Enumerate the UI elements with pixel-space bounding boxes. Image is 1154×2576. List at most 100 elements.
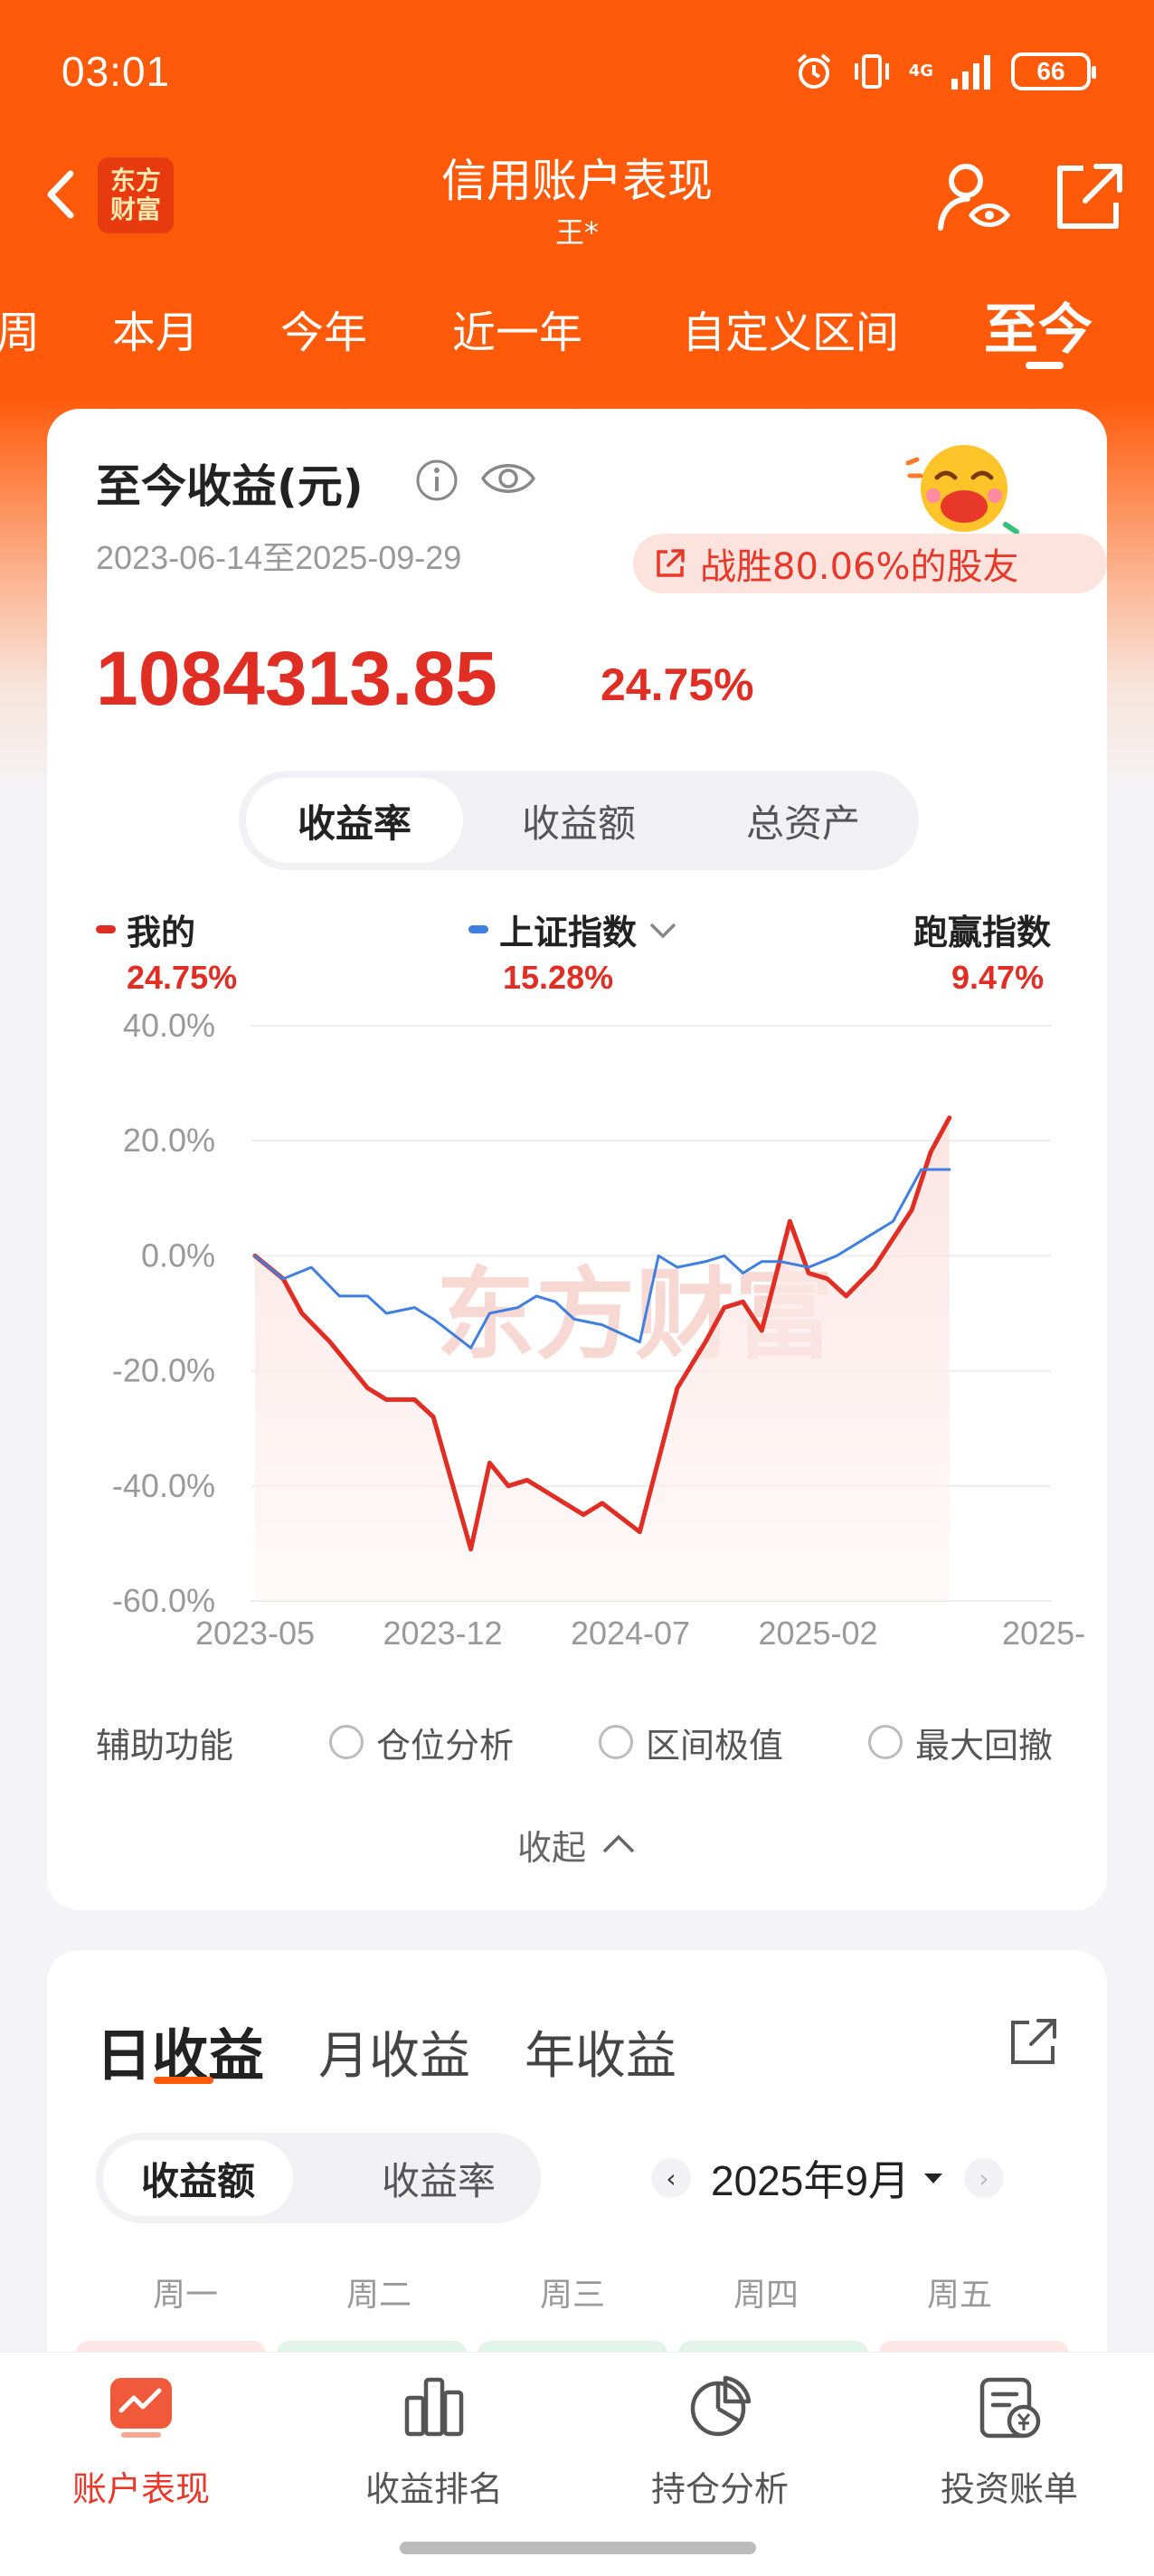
chart-x-tick-label: 2025-02 xyxy=(758,1615,877,1648)
tab-to-date[interactable]: 至今 xyxy=(984,298,1093,362)
network-type: 4G xyxy=(908,62,933,80)
status-icons: 4G 66 xyxy=(793,51,1096,92)
chart-x-tick-label: 2023-05 xyxy=(195,1615,315,1648)
aux-option-label: 最大回撤 xyxy=(915,1725,1054,1766)
info-icon[interactable] xyxy=(414,458,459,503)
tab-this-year[interactable]: 今年 xyxy=(280,308,368,358)
legend-mine: 我的 xyxy=(96,904,195,954)
weekday-label: 周一 xyxy=(152,2277,218,2314)
aux-option-range-extreme[interactable]: 区间极值 xyxy=(599,1715,783,1769)
home-indicator[interactable] xyxy=(400,2542,756,2554)
happy-face-icon xyxy=(905,445,1019,535)
next-month-button[interactable]: › xyxy=(963,2158,1004,2198)
tabbar-label: 投资账单 xyxy=(940,2469,1078,2509)
chevron-up-icon xyxy=(602,1834,635,1852)
month-navigator: ‹ 2025年9月 › xyxy=(651,2142,1004,2214)
month-selector[interactable]: 2025年9月 xyxy=(711,2148,944,2208)
tab-yearly-earnings[interactable]: 年收益 xyxy=(525,2027,676,2086)
chart-y-tick-label: -40.0% xyxy=(112,1467,215,1504)
tab-this-month[interactable]: 本月 xyxy=(112,308,200,358)
legend-index-selector[interactable]: 上证指数 xyxy=(468,904,678,954)
legend-mine-label: 我的 xyxy=(127,913,196,952)
aux-label: 辅助功能 xyxy=(96,1725,234,1766)
vibrate-icon xyxy=(854,54,889,89)
chart-y-tick-label: 40.0% xyxy=(123,1007,215,1044)
return-line-chart[interactable]: 东方财富40.0%20.0%0.0%-20.0%-40.0%-60.0%2023… xyxy=(47,1006,1107,1648)
status-bar: 03:01 4G 66 xyxy=(0,0,1154,136)
tab-total-assets[interactable]: 总资产 xyxy=(745,800,860,846)
chart-y-tick-label: -60.0% xyxy=(112,1582,215,1619)
tabbar-investment-bill[interactable]: 投资账单 xyxy=(874,2371,1145,2511)
chart-x-tick-label: 2024-07 xyxy=(571,1615,690,1648)
chart-x-tick-label: 2023-12 xyxy=(383,1615,502,1648)
account-performance-icon xyxy=(110,2378,172,2438)
beat-text: 战胜80.06%的股友 xyxy=(700,546,1019,588)
collapse-button[interactable]: 收起 xyxy=(47,1820,1107,1870)
share-icon[interactable] xyxy=(1004,2013,1062,2071)
date-range: 2023-06-14至2025-09-29 xyxy=(96,539,462,576)
nav-bar: 东方 财富 信用账户表现 王* xyxy=(0,136,1154,262)
page-title: 信用账户表现 xyxy=(441,155,713,207)
status-time: 03:01 xyxy=(61,48,171,95)
aux-option-max-drawdown[interactable]: 最大回撤 xyxy=(868,1715,1053,1769)
earnings-metric-toggle: 收益额 收益率 xyxy=(96,2133,541,2223)
legend-beat-value: 9.47% xyxy=(951,959,1045,996)
radio-icon xyxy=(599,1725,633,1759)
chart-x-tick-label: 2025- xyxy=(1002,1615,1085,1648)
alarm-icon xyxy=(797,53,831,89)
prev-month-button[interactable]: ‹ xyxy=(651,2158,691,2198)
tabbar-account-performance[interactable]: 账户表现 xyxy=(5,2371,277,2511)
app-logo: 东方 财富 xyxy=(98,157,174,233)
privacy-eye-user-icon[interactable] xyxy=(932,156,1013,237)
back-arrow-icon[interactable] xyxy=(36,163,90,226)
bottom-tab-bar: 账户表现 收益排名 持仓分析 投资账单 xyxy=(0,2352,1154,2576)
tab-earnings-amount[interactable]: 收益额 xyxy=(103,2140,293,2216)
legend-index-swatch xyxy=(468,925,488,933)
radio-icon xyxy=(329,1725,364,1759)
legend-index-label: 上证指数 xyxy=(499,913,638,952)
eye-icon[interactable] xyxy=(479,456,537,501)
active-tab-indicator xyxy=(1026,362,1064,369)
profit-title: 至今收益(元) xyxy=(96,460,364,513)
weekday-label: 周二 xyxy=(345,2277,411,2314)
weekday-label: 周三 xyxy=(539,2277,605,2314)
caret-down-icon xyxy=(923,2174,942,2183)
pie-chart-icon xyxy=(690,2375,752,2437)
share-icon[interactable] xyxy=(1047,156,1129,237)
tabbar-label: 持仓分析 xyxy=(650,2469,789,2509)
chevron-down-icon xyxy=(649,923,676,938)
tab-week[interactable]: 周 xyxy=(0,308,41,358)
total-return-pct: 24.75% xyxy=(601,659,754,710)
battery-indicator: 66 xyxy=(1011,52,1096,90)
signal-icon xyxy=(951,55,990,90)
tab-return-rate[interactable]: 收益率 xyxy=(246,778,463,863)
tabbar-holding-analysis[interactable]: 持仓分析 xyxy=(584,2371,856,2511)
tab-monthly-earnings[interactable]: 月收益 xyxy=(318,2027,470,2086)
legend-mine-swatch xyxy=(96,925,116,933)
period-tabs: 周 本月 今年 近一年 自定义区间 至今 xyxy=(0,271,1154,398)
tab-last-year[interactable]: 近一年 xyxy=(452,308,583,358)
active-tab-indicator xyxy=(154,2077,213,2084)
legend-beat-label: 跑赢指数 xyxy=(913,913,1052,952)
legend-beat: 跑赢指数 xyxy=(913,904,1051,954)
bill-icon xyxy=(979,2377,1041,2439)
aux-functions-row: 辅助功能 仓位分析 区间极值 最大回撤 xyxy=(96,1715,1053,1769)
weekday-label: 周四 xyxy=(733,2277,799,2314)
tab-profit-amount[interactable]: 收益额 xyxy=(521,800,636,846)
tab-earnings-rate[interactable]: 收益率 xyxy=(381,2158,496,2203)
tab-custom-range[interactable]: 自定义区间 xyxy=(682,308,900,358)
month-label: 2025年9月 xyxy=(711,2157,910,2204)
bar-chart-icon xyxy=(404,2377,464,2437)
chart-y-tick-label: 20.0% xyxy=(123,1122,215,1159)
legend-index-value: 15.28% xyxy=(503,959,614,996)
tabbar-label: 收益排名 xyxy=(364,2469,503,2509)
chart-y-tick-label: -20.0% xyxy=(112,1352,215,1389)
aux-option-position[interactable]: 仓位分析 xyxy=(329,1715,514,1769)
radio-icon xyxy=(868,1725,903,1759)
collapse-label: 收起 xyxy=(516,1828,586,1868)
tabbar-earnings-ranking[interactable]: 收益排名 xyxy=(298,2371,570,2511)
share-small-icon xyxy=(657,549,685,577)
legend-mine-value: 24.75% xyxy=(127,959,238,996)
chart-series-index-line xyxy=(253,1168,951,1350)
beat-peers-badge[interactable]: 战胜80.06%的股友 xyxy=(633,534,1107,593)
